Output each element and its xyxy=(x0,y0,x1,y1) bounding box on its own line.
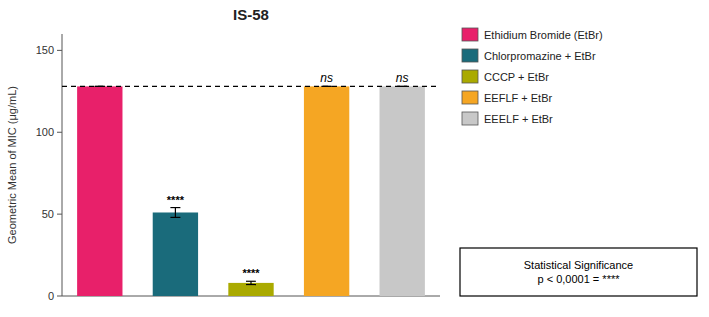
bar xyxy=(228,283,273,296)
bar xyxy=(380,86,425,296)
stat-box-line: p < 0,0001 = **** xyxy=(538,273,621,285)
legend-label: Chlorpromazine + EtBr xyxy=(484,50,596,62)
legend-label: EEELF + EtBr xyxy=(484,113,553,125)
y-tick xyxy=(57,50,62,51)
error-cap xyxy=(170,217,180,218)
significance-label: ns xyxy=(396,71,409,85)
error-bar xyxy=(246,281,256,284)
error-cap xyxy=(246,284,256,285)
stat-box xyxy=(460,248,697,296)
significance-label: ns xyxy=(320,71,333,85)
stat-box-text: Statistical Significance p < 0,0001 = ***… xyxy=(524,259,633,285)
legend-swatch xyxy=(462,91,478,104)
y-tick-label: 150 xyxy=(36,44,54,56)
legend-swatch xyxy=(462,49,478,62)
y-tick-label: 50 xyxy=(42,208,54,220)
title: IS-58 xyxy=(233,6,269,23)
reference-line xyxy=(62,86,440,87)
legend-label: Ethidium Bromide (EtBr) xyxy=(484,29,603,41)
y-axis-line xyxy=(62,34,63,296)
error-cap xyxy=(170,207,180,208)
y-axis-label: Geometric Mean of MIC (μg/mL) xyxy=(6,86,18,244)
y-tick xyxy=(57,296,62,297)
legend-swatch xyxy=(462,28,478,41)
significance-label: **** xyxy=(242,267,260,279)
y-tick-label: 0 xyxy=(48,290,54,302)
bar xyxy=(77,86,122,296)
error-cap xyxy=(246,281,256,282)
error-bar xyxy=(170,208,180,218)
legend-swatch xyxy=(462,112,478,125)
y-tick xyxy=(57,132,62,133)
y-tick xyxy=(57,214,62,215)
bar xyxy=(304,86,349,296)
error-stem xyxy=(175,208,176,218)
stat-box-line: Statistical Significance xyxy=(524,259,633,271)
y-tick-label: 100 xyxy=(36,126,54,138)
legend: Ethidium Bromide (EtBr) Chlorpromazine + … xyxy=(462,28,603,125)
legend-swatch xyxy=(462,70,478,83)
legend-label: CCCP + EtBr xyxy=(484,71,549,83)
plot-area xyxy=(62,86,440,296)
chart: IS-58 Geometric Mean of MIC (μg/mL) 0 50 100… xyxy=(0,0,709,317)
significance-label: **** xyxy=(167,194,185,206)
legend-label: EEFLF + EtBr xyxy=(484,92,552,104)
bar xyxy=(153,212,198,296)
